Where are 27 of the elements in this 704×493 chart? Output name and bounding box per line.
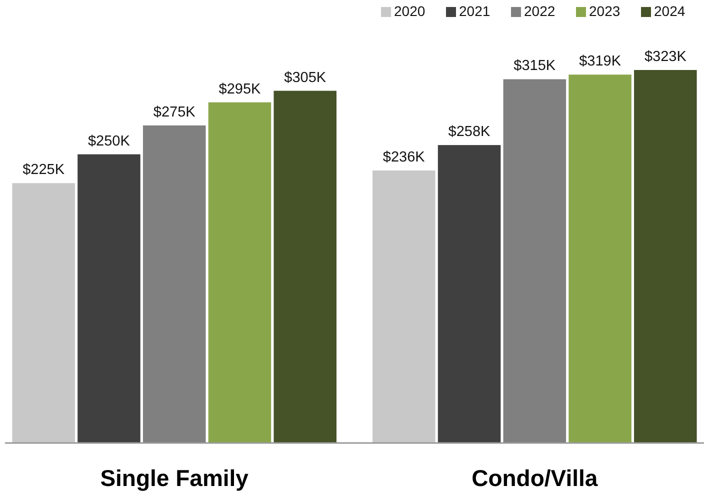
bar (438, 145, 501, 443)
data-label: $305K (284, 70, 326, 86)
legend-label: 2023 (589, 3, 620, 19)
data-label: $250K (88, 133, 130, 150)
legend-label: 2024 (654, 3, 686, 19)
data-label: $323K (644, 49, 687, 65)
legend-label: 2020 (394, 3, 426, 19)
bar (78, 154, 140, 443)
bar (142, 125, 206, 443)
data-label: $295K (218, 81, 262, 98)
x-tick-label: Condo/Villa (472, 465, 598, 491)
bar (503, 79, 566, 443)
bar (12, 183, 75, 443)
data-label: $258K (448, 124, 491, 140)
data-label: $236K (382, 149, 426, 166)
legend-label: 2022 (524, 3, 556, 19)
data-label: $225K (22, 162, 65, 178)
bar (274, 90, 336, 443)
x-tick-label: Single Family (100, 465, 249, 491)
data-label: $315K (514, 58, 556, 74)
bar (634, 70, 697, 443)
bar (208, 102, 272, 443)
bar (372, 170, 436, 443)
data-label: $319K (579, 54, 622, 70)
data-label: $275K (153, 104, 196, 120)
bar (568, 74, 632, 443)
legend-label: 2021 (459, 3, 490, 19)
